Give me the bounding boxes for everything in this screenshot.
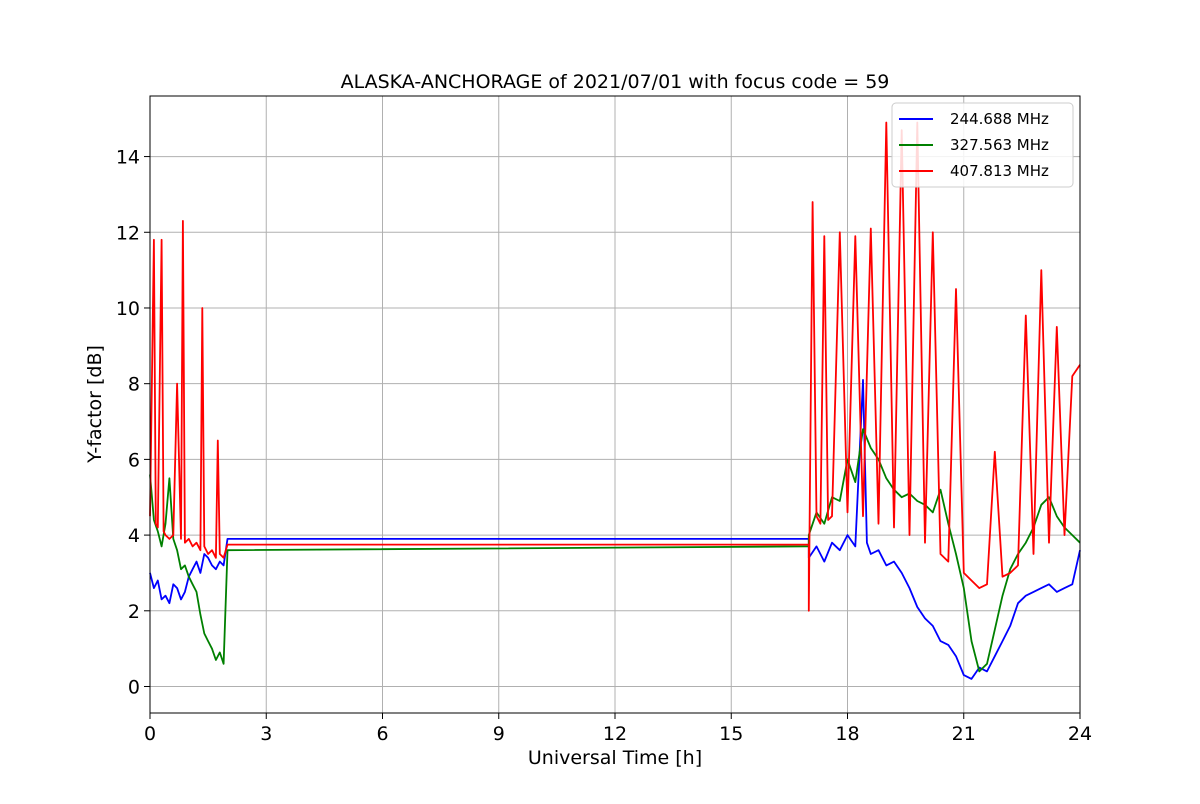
x-tick-label: 18 [835, 723, 859, 745]
grid [149, 96, 1081, 713]
x-tick-label: 0 [144, 723, 156, 745]
legend-entry-label: 244.688 MHz [950, 110, 1049, 128]
legend: 244.688 MHz 327.563 MHz 407.813 MHz [891, 102, 1074, 188]
y-axis-label: Y-factor [dB] [84, 345, 106, 464]
x-tick-label: 3 [260, 723, 272, 745]
x-axis-label: Universal Time [h] [528, 747, 702, 769]
series-line-3 [149, 121, 1081, 612]
x-tick-label: 15 [719, 723, 743, 745]
x-tick-label: 21 [952, 723, 976, 745]
y-tick-label: 8 [128, 374, 140, 396]
series-line-1 [149, 378, 1081, 680]
y-tick-label: 10 [116, 298, 140, 320]
x-axis: 0 3 6 9 12 15 18 21 24 [144, 713, 1092, 745]
y-tick-label: 12 [116, 222, 140, 244]
y-tick-label: 0 [128, 677, 140, 699]
x-tick-label: 9 [493, 723, 505, 745]
x-tick-label: 6 [376, 723, 388, 745]
legend-entry-label: 407.813 MHz [950, 162, 1049, 180]
legend-entry-label: 327.563 MHz [950, 136, 1049, 154]
y-tick-label: 14 [116, 147, 140, 169]
y-tick-label: 4 [128, 525, 140, 547]
chart-title: ALASKA-ANCHORAGE of 2021/07/01 with focu… [341, 71, 890, 93]
x-tick-label: 12 [603, 723, 627, 745]
x-tick-label: 24 [1068, 723, 1092, 745]
y-tick-label: 2 [128, 601, 140, 623]
y-axis: 0 2 4 6 8 10 12 14 [116, 147, 150, 699]
legend-box [891, 102, 1074, 188]
y-tick-label: 6 [128, 449, 140, 471]
series-layer [149, 121, 1081, 680]
series-line-2 [149, 428, 1081, 673]
